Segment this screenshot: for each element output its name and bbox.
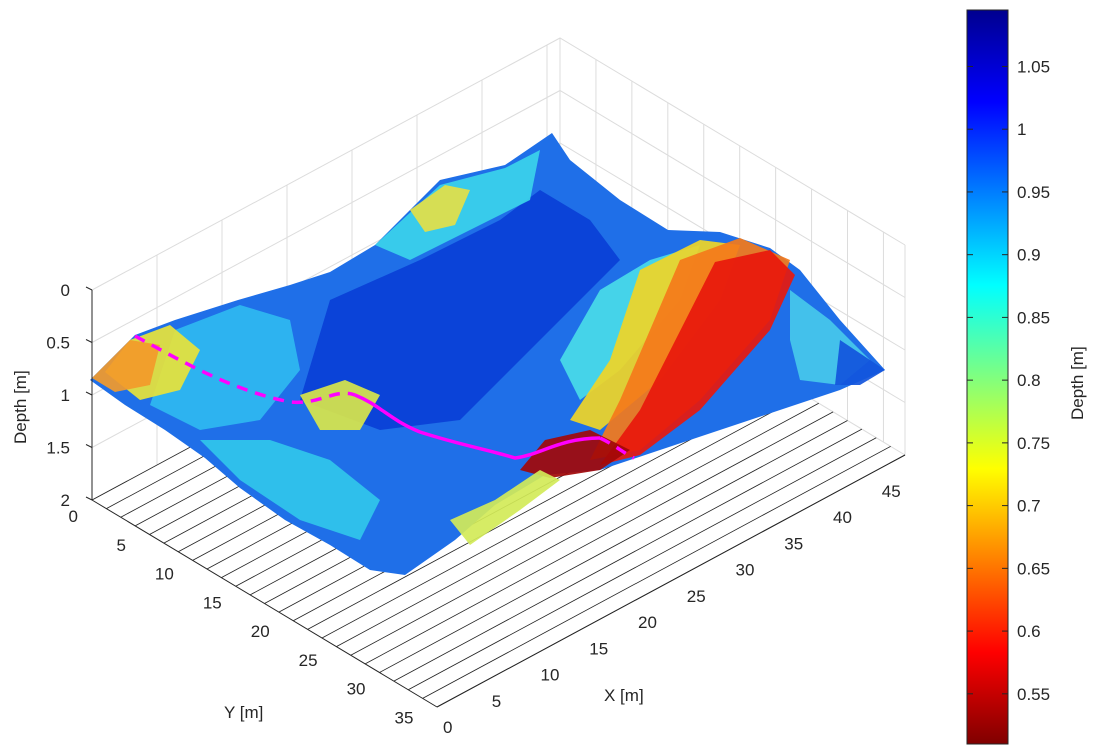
z-tick-label: 0: [61, 281, 70, 300]
colorbar-tick-label: 0.9: [1017, 246, 1041, 265]
y-tick-label: 0: [69, 507, 78, 526]
colorbar-tick-label: 0.65: [1017, 559, 1050, 578]
colorbar-tick-label: 1.05: [1017, 57, 1050, 76]
x-axis-label: X [m]: [604, 686, 644, 705]
colorbar: 0.55 0.6 0.65 0.7 0.75 0.8 0.85 0.9 0.95 1 1.05 De…: [966, 9, 1087, 745]
axis-ticks: 00.511.520510152025303505101520253035404…: [46, 281, 900, 737]
y-tick-label: 20: [251, 622, 270, 641]
x-tick-label: 40: [833, 508, 852, 527]
profile-line-dashed: [134, 334, 356, 405]
y-axis-line: [91, 499, 438, 708]
surface-blue-rightedge: [835, 340, 885, 385]
surface-yellow-top: [410, 185, 470, 232]
floor-line: [422, 446, 891, 699]
floor-line: [364, 411, 834, 665]
y-tick-label: 30: [347, 680, 366, 699]
colorbar-tick-label: 0.8: [1017, 371, 1041, 390]
z-tick-mark: [85, 444, 93, 448]
z-axis-label: Depth [m]: [11, 370, 30, 444]
x-tick-label: 5: [492, 692, 501, 711]
x-tick-label: 25: [687, 587, 706, 606]
floor-line: [336, 394, 805, 647]
x-tick-label: 30: [736, 561, 755, 580]
z-tick-label: 0.5: [46, 334, 70, 353]
y-tick-label: 15: [203, 593, 222, 612]
y-tick-label: 10: [155, 565, 174, 584]
colorbar-tick-label: 0.95: [1017, 183, 1050, 202]
y-tick-label: 25: [299, 651, 318, 670]
surface-cyan-left: [150, 305, 300, 430]
colorbar-tick-label: 0.55: [1017, 685, 1050, 704]
depth-surface: [90, 133, 885, 575]
colorbar-tick-label: 0.85: [1017, 308, 1050, 327]
floor-line: [379, 420, 848, 673]
surface-cyan-front: [200, 440, 380, 540]
surface-yellow-front: [450, 470, 560, 545]
z-tick-label: 1: [61, 386, 70, 405]
x-tick-label: 35: [784, 534, 803, 553]
y-axis-label: Y [m]: [224, 703, 263, 722]
floor-line: [408, 437, 877, 691]
x-tick-label: 20: [638, 613, 657, 632]
x-tick-label: 0: [443, 718, 452, 737]
z-tick-label: 2: [61, 491, 70, 510]
profile-line-solid: [354, 393, 601, 460]
z-tick-mark: [85, 496, 93, 501]
x-axis-line: [436, 454, 906, 708]
colorbar-tick-label: 1: [1017, 120, 1026, 139]
surface-blue-band: [300, 190, 620, 430]
y-tick-label: 5: [116, 536, 125, 555]
colorbar-tick-label: 0.6: [1017, 622, 1041, 641]
surface-orange-corner: [92, 340, 160, 392]
x-tick-label: 15: [589, 639, 608, 658]
colorbar-tick-label: 0.75: [1017, 434, 1050, 453]
surface-darkred-pit: [520, 430, 630, 478]
floor-line: [350, 402, 819, 656]
colorbar-tick-label: 0.7: [1017, 497, 1041, 516]
x-tick-label: 45: [882, 482, 901, 501]
colorbar-ticks: 0.55 0.6 0.65 0.7 0.75 0.8 0.85 0.9 0.95 1 1.05: [967, 57, 1050, 704]
surface-red-ridge: [600, 250, 795, 465]
y-tick-label: 35: [394, 708, 413, 727]
z-tick-label: 1.5: [46, 439, 70, 458]
surface-yellow-mid: [300, 380, 380, 430]
z-tick-mark: [85, 286, 93, 291]
floor-line: [393, 428, 863, 682]
x-tick-label: 10: [541, 666, 560, 685]
profile-line: [134, 334, 635, 460]
z-tick-mark: [85, 339, 93, 343]
profile-line-far-dashed: [599, 436, 635, 460]
colorbar-gradient: [966, 9, 1009, 745]
colorbar-label: Depth [m]: [1068, 346, 1087, 420]
z-tick-mark: [85, 391, 93, 396]
